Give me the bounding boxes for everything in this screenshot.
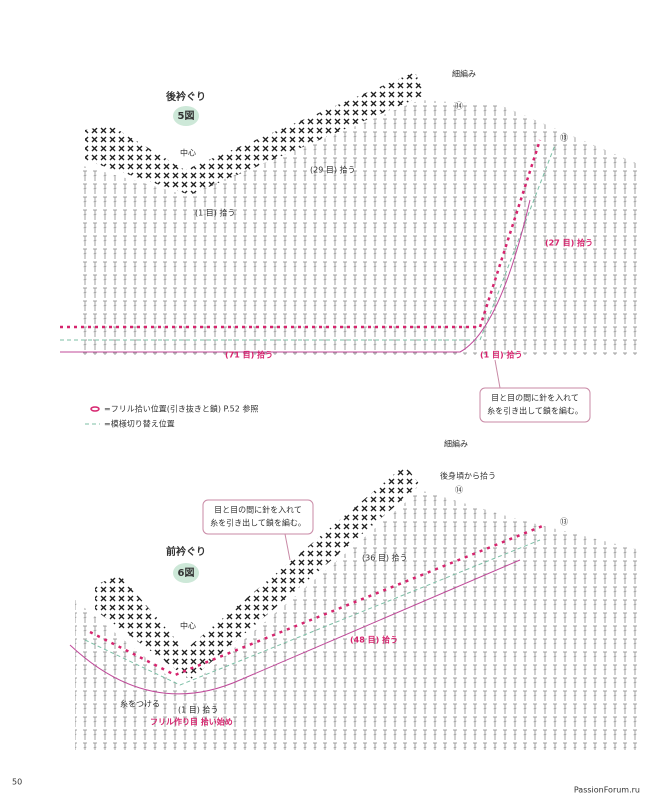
callout-pointer <box>494 359 501 389</box>
sc-band <box>95 465 420 680</box>
annotation: 糸をつける <box>120 699 160 709</box>
diagram-6 <box>69 465 640 750</box>
callout-text: 目と目の間に針を入れて <box>491 393 579 403</box>
figure-label: 5図 <box>178 110 195 122</box>
annotation: ⑬ <box>560 134 568 143</box>
callout-text: 糸を引き出して鎖を編む。 <box>210 518 306 528</box>
annotation: 細編み <box>452 69 476 79</box>
annotation: (1 目) 拾う <box>178 705 218 715</box>
switch-line <box>84 539 541 686</box>
annotation: (36 目) 拾う <box>362 553 408 563</box>
stitch-grid <box>75 490 640 750</box>
annotation: (48 目) 拾う <box>350 635 398 645</box>
figure-badge <box>173 563 199 583</box>
figure-label: 6図 <box>178 567 195 579</box>
sc-band <box>85 72 425 195</box>
callout-box <box>202 499 314 535</box>
legend-text: =模様切り替え位置 <box>104 419 175 429</box>
callout-box <box>479 387 591 423</box>
annotation: (29 目) 拾う <box>310 165 356 175</box>
callout-text: 糸を引き出して鎖を編む。 <box>487 406 583 416</box>
annotation: (27 目) 拾う <box>545 238 593 248</box>
annotation: 細編み <box>444 439 468 449</box>
pick-line <box>60 199 531 353</box>
annotation: フリル作り目 拾い始め <box>150 717 233 727</box>
title: 前衿ぐり <box>166 545 206 558</box>
annotation: ⑭ <box>455 102 463 111</box>
diagram-5 <box>60 72 640 423</box>
frill-line <box>89 523 546 677</box>
annotation: ⑭ <box>455 486 463 495</box>
annotation: 中心 <box>180 621 196 631</box>
watermark: PassionForum.ru <box>574 786 640 795</box>
title: 後衿ぐり <box>166 90 206 103</box>
annotation: 中心 <box>180 148 196 158</box>
switch-line <box>60 144 556 341</box>
annotation: (1 目) 拾う <box>195 208 235 218</box>
annotation: (1 目) 拾う <box>480 350 522 360</box>
callout-pointer <box>284 533 291 561</box>
annotation: 後身頃から拾う <box>440 471 496 481</box>
stitch-grid <box>80 100 640 355</box>
annotation: (71 目) 拾う <box>225 350 273 360</box>
legend <box>85 406 100 425</box>
figure-badge <box>173 106 199 126</box>
legend-marker <box>90 406 100 412</box>
page-number: 50 <box>12 778 22 787</box>
annotation: ⑬ <box>560 518 568 527</box>
legend-text: =フリル拾い位置(引き抜きと鎖) P.52 参照 <box>104 404 258 414</box>
frill-line <box>60 139 542 329</box>
pick-line <box>69 559 521 695</box>
callout-text: 目と目の間に針を入れて <box>214 505 302 515</box>
